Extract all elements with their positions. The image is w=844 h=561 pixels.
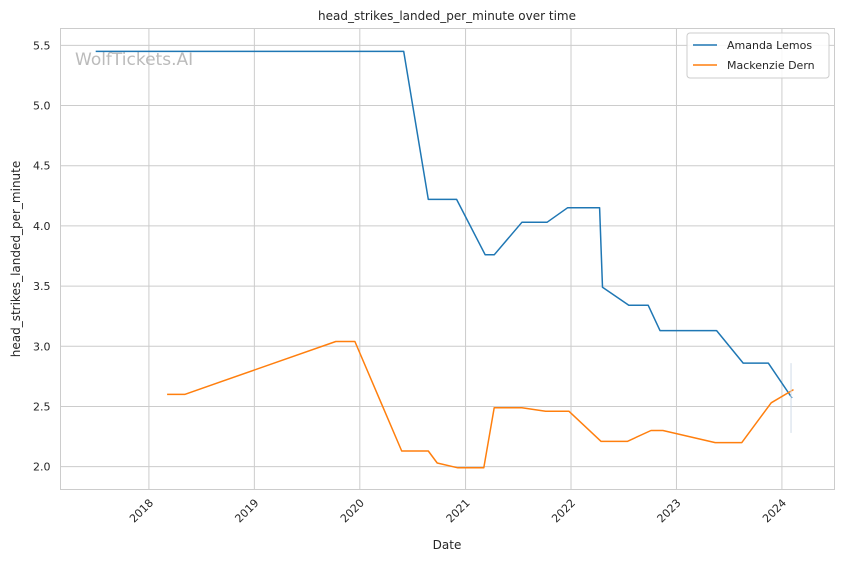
legend-label-1: Mackenzie Dern	[727, 59, 815, 72]
series-line-0	[95, 50, 793, 399]
y-tick-label: 4.0	[33, 220, 51, 233]
y-axis-ticks: 2.0 2.5 3.0 3.5 4.0 4.5 5.0 5.5	[33, 39, 51, 473]
x-axis-label: Date	[433, 538, 462, 552]
y-tick-label: 3.0	[33, 340, 51, 353]
y-tick-label: 3.5	[33, 280, 51, 293]
y-tick-label: 4.5	[33, 160, 51, 173]
legend-frame	[686, 32, 830, 79]
plot-area-frame	[60, 28, 835, 490]
series-line-1	[167, 340, 794, 469]
y-axis-label: head_strikes_landed_per_minute	[9, 161, 23, 358]
legend-label-0: Amanda Lemos	[727, 39, 812, 52]
watermark: WolfTickets.AI	[75, 50, 193, 70]
y-tick-label: 5.5	[33, 39, 51, 52]
grid-lines	[60, 28, 835, 490]
chart-title: head_strikes_landed_per_minute over time	[318, 9, 576, 23]
series-lines	[95, 50, 794, 469]
legend: Amanda Lemos Mackenzie Dern	[686, 32, 830, 79]
y-tick-label: 5.0	[33, 100, 51, 113]
y-tick-label: 2.0	[33, 461, 51, 474]
y-tick-label: 2.5	[33, 400, 51, 413]
